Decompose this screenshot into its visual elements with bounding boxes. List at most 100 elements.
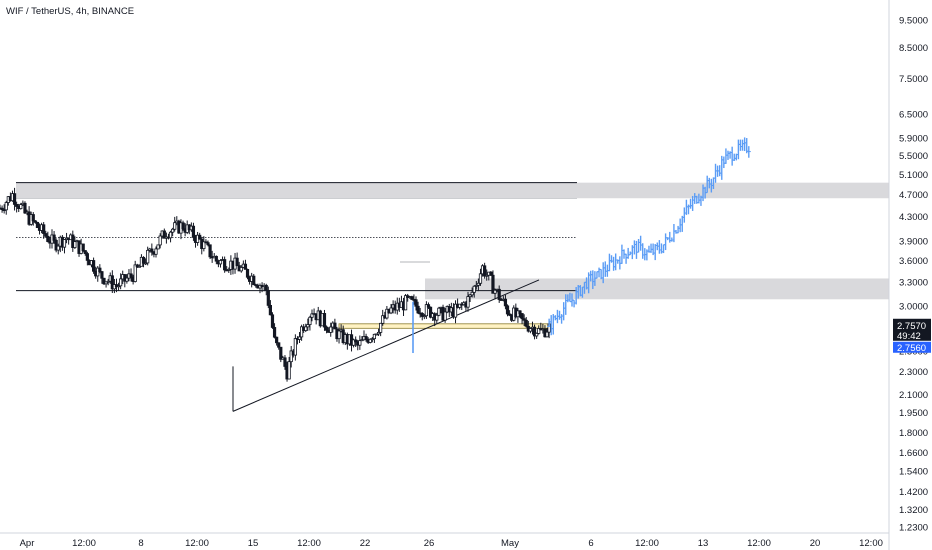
time-tick-label: 8 bbox=[138, 538, 143, 549]
candle-body bbox=[254, 284, 258, 287]
candle-body bbox=[310, 313, 314, 318]
time-tick-label: 12:00 bbox=[297, 538, 321, 549]
candle bbox=[270, 312, 275, 329]
candle bbox=[306, 318, 310, 331]
candle-body bbox=[275, 336, 279, 344]
candle-body bbox=[458, 303, 462, 308]
candle-body bbox=[389, 307, 393, 314]
candle bbox=[324, 325, 329, 334]
candle-body bbox=[214, 255, 218, 262]
candle-body bbox=[293, 338, 297, 356]
candle-body bbox=[287, 361, 291, 380]
candle-body bbox=[289, 350, 293, 363]
candle bbox=[92, 257, 96, 274]
price-tick-label: 3.0000 bbox=[899, 301, 928, 312]
candle bbox=[23, 201, 27, 214]
candle bbox=[35, 221, 40, 229]
blue-price-tag bbox=[893, 341, 931, 353]
candle bbox=[518, 310, 522, 318]
candle bbox=[458, 303, 462, 310]
candle bbox=[156, 244, 160, 250]
candle bbox=[141, 256, 146, 268]
rising-trendline bbox=[232, 279, 540, 412]
candle-body bbox=[162, 230, 166, 239]
candle bbox=[202, 236, 206, 252]
candle-body bbox=[218, 260, 223, 265]
candle-body bbox=[522, 318, 526, 321]
candle bbox=[83, 250, 87, 256]
resistance-zone bbox=[16, 182, 889, 199]
candle-body bbox=[283, 357, 287, 367]
candle-body bbox=[266, 289, 270, 306]
candle bbox=[364, 333, 368, 342]
candle-body bbox=[227, 269, 231, 271]
candle-body bbox=[416, 305, 420, 314]
candle bbox=[304, 323, 308, 333]
candle bbox=[191, 222, 196, 241]
candle-body bbox=[474, 284, 478, 287]
candle bbox=[19, 202, 23, 210]
candle bbox=[272, 323, 277, 339]
price-tick-label: 1.5400 bbox=[899, 467, 928, 478]
candle bbox=[379, 322, 383, 337]
candle-body bbox=[468, 294, 472, 298]
candles-layer bbox=[0, 187, 551, 382]
candle bbox=[110, 270, 114, 293]
candle-body bbox=[4, 202, 8, 211]
candle bbox=[218, 259, 223, 268]
candle bbox=[277, 342, 281, 350]
candle-body bbox=[206, 242, 210, 246]
bar-countdown: 49:42 bbox=[897, 331, 921, 342]
candle bbox=[214, 255, 218, 265]
candle bbox=[437, 306, 441, 317]
candle bbox=[322, 309, 327, 331]
candle-body bbox=[191, 225, 196, 238]
candle bbox=[310, 309, 314, 322]
candle bbox=[493, 288, 497, 300]
candle bbox=[443, 308, 447, 323]
price-tick-label: 4.7000 bbox=[899, 190, 928, 201]
candle bbox=[299, 324, 304, 341]
candle-body bbox=[143, 262, 148, 265]
price-tick-label: 1.3200 bbox=[899, 505, 928, 516]
price-axis[interactable]: 9.5000 8.5000 7.5000 6.5000 5.9000 5.5000 5.10… bbox=[899, 16, 928, 534]
time-axis[interactable]: Apr 12:00 8 12:00 15 12:00 22 26 May 6 12:00 13 12:0… bbox=[20, 538, 883, 549]
candle bbox=[0, 205, 4, 213]
candle-body bbox=[410, 296, 414, 300]
candle bbox=[403, 294, 408, 311]
time-tick-label: 26 bbox=[424, 538, 435, 549]
candle-body bbox=[385, 308, 389, 319]
time-tick-label: 12:00 bbox=[635, 538, 659, 549]
price-tick-label: 1.9500 bbox=[899, 408, 928, 419]
price-tick-label: 4.3000 bbox=[899, 212, 928, 223]
candle bbox=[198, 232, 202, 240]
candle bbox=[146, 246, 150, 266]
time-tick-label: 12:00 bbox=[747, 538, 771, 549]
candle bbox=[476, 278, 481, 292]
candle bbox=[85, 251, 89, 266]
candle bbox=[489, 271, 493, 277]
candle-body bbox=[239, 267, 243, 272]
candle-body bbox=[329, 326, 333, 333]
candle bbox=[424, 301, 429, 319]
candle-body bbox=[56, 245, 60, 251]
candle bbox=[532, 324, 537, 340]
candle-body bbox=[150, 248, 154, 253]
candle-body bbox=[518, 310, 522, 314]
blue-price-value: 2.7560 bbox=[897, 343, 926, 354]
time-tick-label: 13 bbox=[698, 538, 709, 549]
candle-body bbox=[297, 336, 302, 340]
candle bbox=[125, 274, 129, 284]
candle-body bbox=[46, 235, 50, 242]
candle bbox=[106, 278, 110, 286]
candle-body bbox=[15, 204, 19, 207]
candle bbox=[171, 227, 175, 237]
candle bbox=[173, 216, 177, 232]
candle-body bbox=[173, 222, 177, 230]
candle bbox=[537, 325, 541, 335]
candle bbox=[206, 240, 210, 247]
candle bbox=[329, 322, 333, 337]
candle bbox=[416, 301, 420, 314]
candle bbox=[73, 236, 77, 249]
